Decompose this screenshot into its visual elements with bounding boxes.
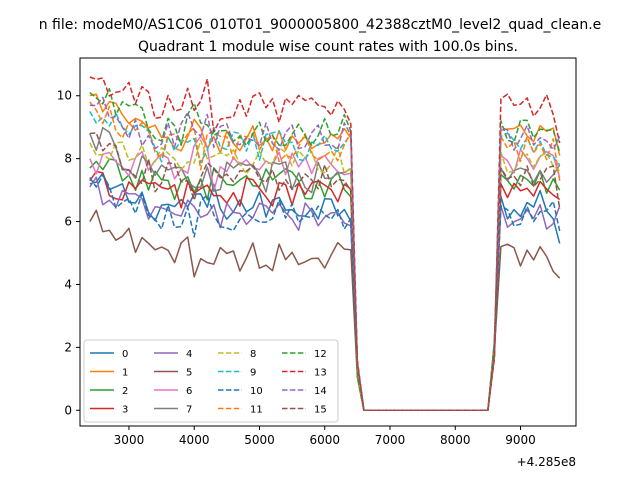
legend-label-4: 4: [186, 349, 192, 360]
y-tick-label-2: 2: [64, 340, 72, 354]
series-line-10: [89, 174, 561, 412]
legend-label-7: 7: [186, 405, 192, 416]
x-offset-label: +4.285e8: [517, 455, 576, 469]
series-line-13: [89, 76, 561, 412]
legend-label-6: 6: [186, 386, 192, 397]
x-tick-label-6000: 6000: [309, 433, 340, 447]
x-tick-label-8000: 8000: [440, 433, 471, 447]
y-tick-label-4: 4: [64, 277, 72, 291]
legend-label-8: 8: [250, 349, 256, 360]
legend-label-10: 10: [250, 386, 263, 397]
x-tick-label-3000: 3000: [114, 433, 145, 447]
legend-label-12: 12: [314, 349, 327, 360]
legend-label-15: 15: [314, 405, 327, 416]
plot-area: 3000 4000 5000 6000 7000 8000 9000024681001234…: [57, 57, 577, 447]
series-line-12: [89, 87, 561, 412]
y-tick-label-6: 6: [64, 215, 72, 229]
series-line-5: [89, 209, 561, 412]
series-lines: [89, 76, 561, 412]
legend-label-9: 9: [250, 368, 256, 379]
axes-title: Quadrant 1 module wise count rates with …: [138, 39, 518, 55]
x-tick-label-7000: 7000: [375, 433, 406, 447]
axes-frame: [79, 57, 577, 427]
legend-label-3: 3: [122, 405, 128, 416]
legend-label-11: 11: [250, 405, 263, 416]
x-tick-label-5000: 5000: [244, 433, 275, 447]
y-tick-label-10: 10: [57, 89, 72, 103]
legend-label-0: 0: [122, 349, 128, 360]
y-tick-label-8: 8: [64, 152, 72, 166]
x-tick-label-9000: 9000: [505, 433, 536, 447]
series-line-14: [89, 96, 561, 412]
legend-label-2: 2: [122, 386, 128, 397]
legend-label-1: 1: [122, 368, 128, 379]
y-tick-label-0: 0: [64, 403, 72, 417]
series-line-15: [89, 132, 561, 412]
legend-label-5: 5: [186, 368, 192, 379]
legend-label-14: 14: [314, 386, 327, 397]
x-tick-label-4000: 4000: [179, 433, 210, 447]
legend-box: [83, 339, 339, 423]
legend-label-13: 13: [314, 368, 327, 379]
figure-suptitle: n file: modeM0/AS1C06_010T01_9000005800_…: [39, 17, 602, 33]
